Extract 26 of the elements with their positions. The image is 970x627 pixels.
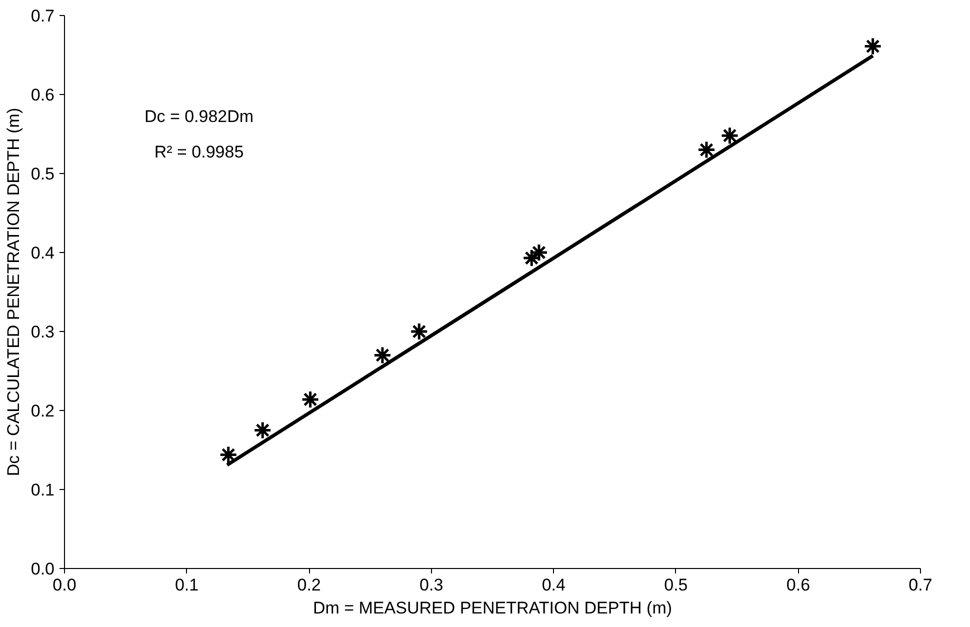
y-tick-label: 0.1 [30, 480, 55, 500]
y-tick-label: 0.3 [30, 322, 55, 342]
x-tick-label: 0.6 [786, 576, 810, 594]
y-axis-title: Dc = CALCULATED PENETRATION DEPTH (m) [4, 108, 23, 476]
point [697, 140, 716, 160]
y-tick-label: 0.0 [30, 560, 55, 578]
y-tick-label: 0.5 [30, 164, 55, 184]
x-tick-label: 0.0 [52, 576, 76, 594]
x-axis-title: Dm = MEASURED PENETRATION DEPTH (m) [312, 598, 672, 618]
point [253, 421, 272, 440]
x-tick-label: 0.4 [542, 576, 566, 594]
point [301, 390, 320, 409]
y-tick-label: 0.2 [30, 402, 55, 420]
x-tick-label: 0.7 [908, 576, 932, 594]
y-tick-label: 0.7 [30, 6, 55, 26]
x-tick-label: 0.3 [420, 576, 444, 594]
y-tick-label: 0.4 [30, 244, 55, 262]
point [373, 346, 392, 364]
x-tick-label: 0.2 [297, 576, 321, 594]
x-tick-label: 0.1 [174, 576, 199, 594]
point [720, 126, 739, 145]
point [410, 322, 428, 341]
annotation: R² = 0.9985 [154, 142, 244, 162]
annotation: Dc = 0.982Dm [144, 107, 254, 126]
y-tick-label: 0.6 [30, 86, 55, 104]
x-tick-label: 0.5 [664, 576, 688, 594]
